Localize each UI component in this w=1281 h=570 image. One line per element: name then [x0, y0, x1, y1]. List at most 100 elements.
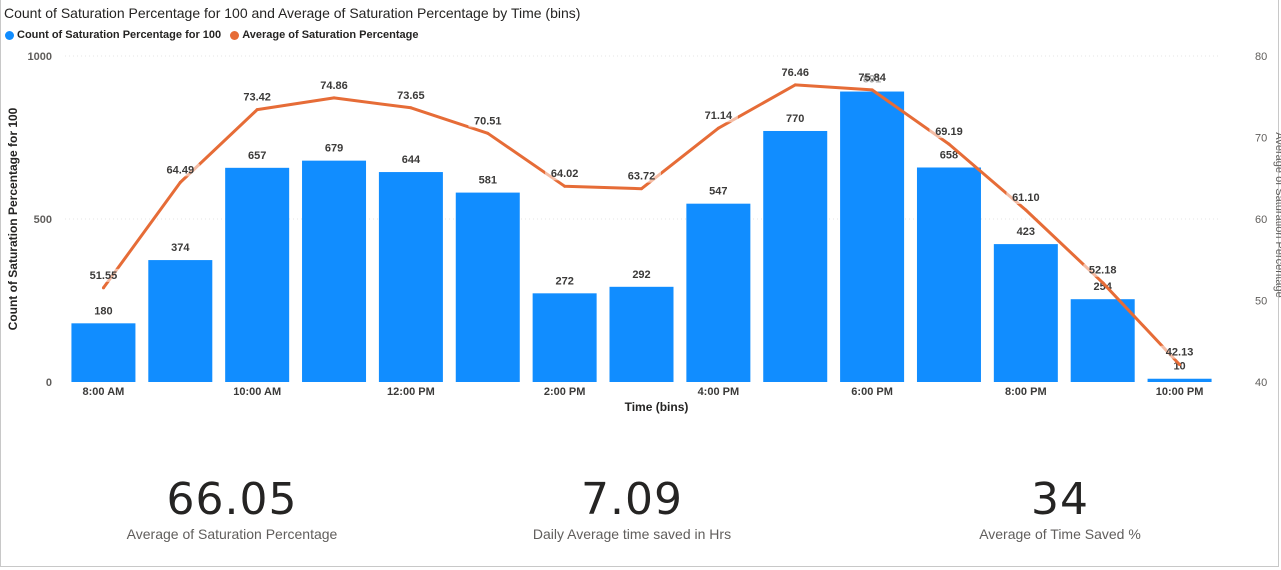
line-label-background — [468, 114, 508, 128]
line-point — [178, 180, 182, 184]
bar-data-label: 658 — [940, 149, 958, 161]
line-label-background — [852, 70, 892, 84]
y2-tick-label: 80 — [1255, 51, 1267, 63]
y-axis-title: Count of Saturation Percentage for 100 — [6, 107, 20, 330]
y-tick-label: 0 — [46, 377, 52, 389]
line-point — [1101, 281, 1105, 285]
bar — [916, 167, 981, 382]
line-label-background — [160, 163, 200, 177]
y2-tick-label: 50 — [1255, 296, 1267, 308]
x-axis-title: Time (bins) — [625, 400, 689, 414]
bar — [148, 260, 213, 382]
bar-data-label: 423 — [1017, 226, 1035, 238]
x-tick-label: 8:00 PM — [1005, 386, 1047, 398]
x-tick-label: 2:00 PM — [544, 386, 586, 398]
bar — [532, 293, 597, 382]
x-tick-label: 8:00 AM — [83, 386, 125, 398]
x-tick-label: 6:00 PM — [851, 386, 893, 398]
y-tick-label: 1000 — [28, 51, 52, 63]
line-data-label: 52.18 — [1089, 265, 1117, 277]
line-point — [409, 106, 413, 110]
y2-tick-label: 60 — [1255, 214, 1267, 226]
y-tick-label: 500 — [34, 214, 52, 226]
bar — [1147, 378, 1212, 382]
bar-data-label: 581 — [479, 175, 497, 187]
line-point — [332, 96, 336, 100]
legend-dot-orange-icon — [230, 30, 240, 40]
y2-axis-title: Average of Saturation Percentage — [1273, 132, 1281, 298]
legend-label-count: Count of Saturation Percentage for 100 — [17, 29, 222, 41]
combo-chart: 0 500 1000 40 50 60 70 80 Count of Saturation Pe… — [6, 51, 1281, 414]
bar-data-label: 644 — [402, 154, 421, 166]
bar-data-label: 770 — [786, 113, 804, 125]
kpi-card-time-saved-percent[interactable]: 34 Average of Time Saved % — [890, 474, 1230, 542]
bar — [302, 160, 367, 382]
bar — [455, 192, 520, 382]
line-point — [947, 142, 951, 146]
x-tick-label: 10:00 PM — [1156, 386, 1204, 398]
bar — [993, 244, 1058, 382]
line-label-background — [314, 78, 354, 92]
line-data-label: 75.84 — [858, 72, 886, 84]
line-label-background — [1006, 191, 1046, 205]
bar-data-label: 292 — [632, 269, 650, 281]
line-data-label: 51.55 — [90, 270, 118, 282]
chart-legend: Count of Saturation Percentage for 100 A… — [5, 29, 424, 43]
line-data-label: 64.02 — [551, 168, 579, 180]
x-tick-label: 12:00 PM — [387, 386, 435, 398]
line-data-label: 74.86 — [320, 80, 348, 92]
line-data-label: 71.14 — [705, 110, 733, 122]
line-point — [793, 83, 797, 87]
y2-tick-label: 40 — [1255, 377, 1267, 389]
kpi-label: Average of Time Saved % — [979, 526, 1141, 542]
x-tick-label: 4:00 PM — [698, 386, 740, 398]
line-point — [870, 88, 874, 92]
bar-data-label: 547 — [709, 186, 727, 198]
bar — [378, 172, 443, 382]
line-point — [486, 131, 490, 135]
bar — [71, 323, 136, 382]
line-data-label: 73.42 — [243, 92, 271, 104]
bar — [686, 203, 751, 382]
line-data-label: 63.72 — [628, 171, 656, 183]
line-data-label: 64.49 — [167, 164, 195, 176]
kpi-card-daily-time-saved[interactable]: 7.09 Daily Average time saved in Hrs — [462, 474, 802, 542]
bar — [763, 130, 828, 382]
line-point — [1024, 208, 1028, 212]
line-label-background — [391, 88, 431, 102]
line-label-background — [1160, 345, 1200, 359]
bar-data-label: 679 — [325, 143, 343, 155]
bar-data-label: 374 — [171, 242, 190, 254]
line-point — [1178, 363, 1182, 367]
line-data-label: 76.46 — [781, 67, 809, 79]
kpi-label: Average of Saturation Percentage — [126, 526, 338, 542]
line-label-background — [929, 125, 969, 139]
bar — [225, 167, 290, 382]
legend-item-average[interactable]: Average of Saturation Percentage — [230, 29, 418, 41]
bar — [1070, 299, 1135, 382]
line-label-background — [237, 90, 277, 104]
line-label-background — [1083, 263, 1123, 277]
line-point — [255, 108, 259, 112]
line-data-label: 73.65 — [397, 90, 425, 102]
bar — [840, 91, 905, 382]
line-data-label: 70.51 — [474, 115, 502, 127]
kpi-value: 34 — [1031, 474, 1089, 525]
bar-data-label: 272 — [555, 275, 573, 287]
legend-label-average: Average of Saturation Percentage — [242, 29, 419, 41]
x-tick-label: 10:00 AM — [233, 386, 281, 398]
bar-data-label: 10 — [1173, 361, 1185, 373]
chart-title: Count of Saturation Percentage for 100 a… — [4, 5, 581, 21]
bar-data-label: 657 — [248, 150, 266, 162]
line-label-background — [83, 268, 123, 282]
line-label-background — [775, 65, 815, 79]
legend-item-count[interactable]: Count of Saturation Percentage for 100 — [5, 29, 221, 41]
kpi-card-average-saturation[interactable]: 66.05 Average of Saturation Percentage — [62, 474, 402, 542]
kpi-label: Daily Average time saved in Hrs — [532, 526, 732, 542]
line-data-label: 61.10 — [1012, 192, 1040, 204]
line-data-label: 42.13 — [1166, 347, 1194, 359]
line-point — [716, 126, 720, 130]
bar-data-label: 180 — [94, 305, 112, 317]
line-point — [101, 286, 105, 290]
